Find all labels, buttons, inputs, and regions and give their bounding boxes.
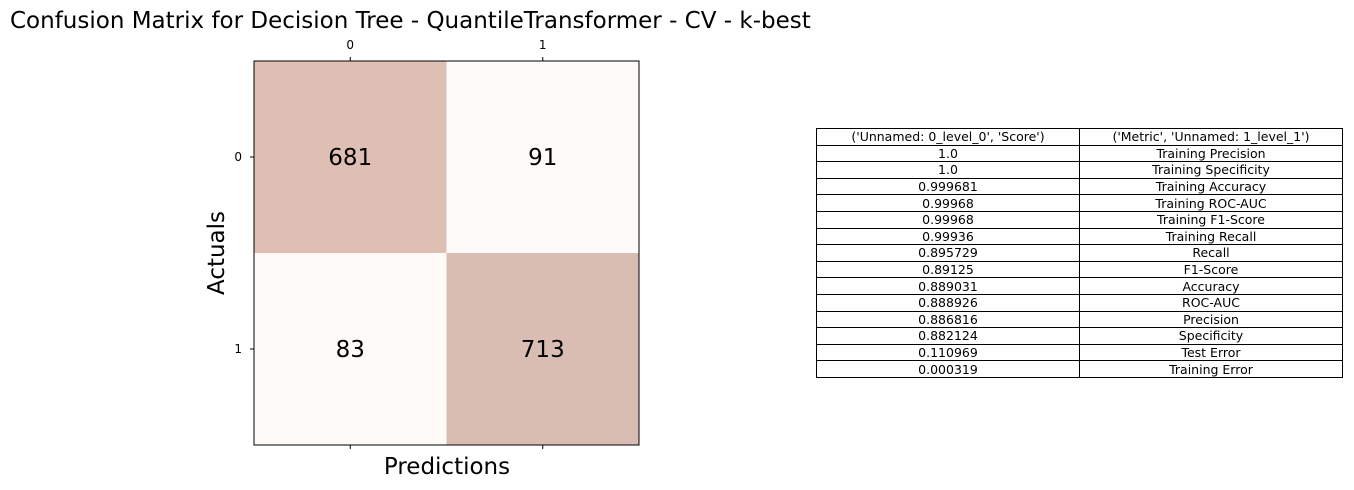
matrix-cell-1-1	[446, 253, 639, 445]
table-row: 0.89125 F1-Score	[816, 260, 1343, 279]
table-row: 1.0 Training Specificity	[816, 161, 1343, 179]
matrix-value-labels: 681 91 83 713	[328, 145, 564, 363]
metric-cell: Test Error	[1079, 343, 1343, 362]
score-cell: 1.0	[816, 161, 1080, 179]
metric-cell: Precision	[1079, 310, 1343, 329]
matrix-cells	[254, 61, 639, 445]
table-header-row: ('Unnamed: 0_level_0', 'Score') ('Metric…	[816, 128, 1343, 146]
matrix-value-0-1: 91	[528, 145, 557, 171]
x-tick-label-1: 1	[539, 38, 547, 52]
score-cell: 0.99936	[816, 227, 1080, 246]
score-cell: 1.0	[816, 144, 1080, 163]
y-axis-label: Actuals	[204, 211, 230, 295]
table-row: 0.889031 Accuracy	[816, 277, 1343, 295]
metric-cell: Training Error	[1079, 360, 1343, 378]
chart-title: Confusion Matrix for Decision Tree - Qua…	[10, 8, 811, 34]
table-row: 0.895729 Recall	[816, 244, 1343, 262]
metric-cell: Training Specificity	[1079, 161, 1343, 179]
metric-cell: Training Accuracy	[1079, 177, 1343, 196]
score-cell: 0.110969	[816, 343, 1080, 362]
score-cell: 0.000319	[816, 360, 1080, 378]
matrix-value-1-1: 713	[521, 337, 565, 363]
score-cell: 0.886816	[816, 310, 1080, 329]
metric-cell: Training Recall	[1079, 227, 1343, 246]
table-header-score: ('Unnamed: 0_level_0', 'Score')	[816, 128, 1080, 146]
score-cell: 0.99968	[816, 194, 1080, 212]
score-cell: 0.999681	[816, 177, 1080, 196]
score-cell: 0.882124	[816, 327, 1080, 345]
metric-cell: Training Precision	[1079, 144, 1343, 163]
table-header-metric: ('Metric', 'Unnamed: 1_level_1')	[1079, 128, 1343, 146]
score-cell: 0.89125	[816, 260, 1080, 279]
table-row: 0.886816 Precision	[816, 310, 1343, 329]
plot-frame	[253, 60, 640, 446]
y-tick-label-0: 0	[234, 150, 242, 164]
metric-cell: ROC-AUC	[1079, 293, 1343, 312]
y-tick-label-1: 1	[234, 342, 242, 356]
metric-cell: Specificity	[1079, 327, 1343, 345]
score-cell: 0.99968	[816, 210, 1080, 229]
table-row: 0.882124 Specificity	[816, 327, 1343, 345]
metric-cell: Training ROC-AUC	[1079, 194, 1343, 212]
table-row: 0.99968 Training ROC-AUC	[816, 194, 1343, 212]
metric-cell: Recall	[1079, 244, 1343, 262]
score-cell: 0.895729	[816, 244, 1080, 262]
table-row: 0.99968 Training F1-Score	[816, 210, 1343, 229]
matrix-cell-0-0	[254, 61, 447, 253]
matrix-cell-0-1	[446, 61, 639, 253]
matrix-value-1-0: 83	[336, 337, 365, 363]
table-row: 0.000319 Training Error	[816, 360, 1343, 378]
score-cell: 0.889031	[816, 277, 1080, 295]
y-axis-ticks: 01	[234, 150, 254, 356]
matrix-value-0-0: 681	[328, 145, 372, 171]
table-row: 1.0 Training Precision	[816, 144, 1343, 163]
score-cell: 0.888926	[816, 293, 1080, 312]
metric-cell: F1-Score	[1079, 260, 1343, 279]
x-tick-label-0: 0	[346, 38, 354, 52]
table-row: 0.888926 ROC-AUC	[816, 293, 1343, 312]
metric-cell: Accuracy	[1079, 277, 1343, 295]
table-row: 0.999681 Training Accuracy	[816, 177, 1343, 196]
metrics-table: ('Unnamed: 0_level_0', 'Score') ('Metric…	[816, 128, 1343, 378]
matrix-cell-1-0	[254, 253, 447, 445]
metric-cell: Training F1-Score	[1079, 210, 1343, 229]
table-row: 0.99936 Training Recall	[816, 227, 1343, 246]
x-axis-label: Predictions	[384, 454, 510, 480]
table-row: 0.110969 Test Error	[816, 343, 1343, 362]
